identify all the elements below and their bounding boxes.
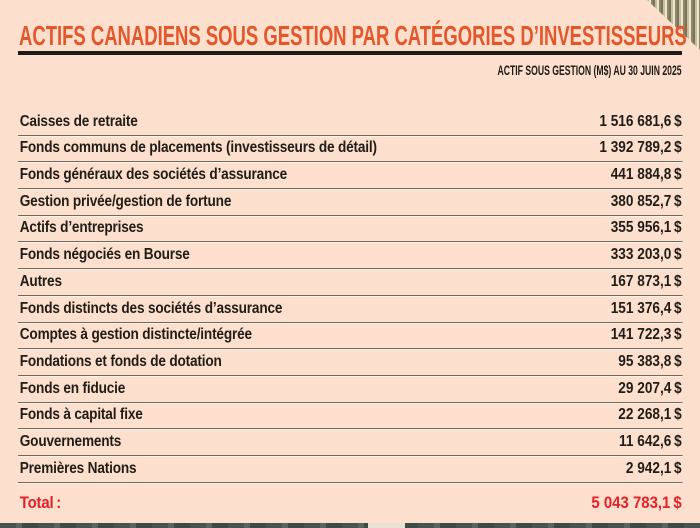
table-row: Actifs d’entreprises 355 956,1 $ [18,216,683,243]
scan-bottom-band-gap [368,523,405,528]
row-value: 11 642,6 $ [619,432,682,450]
row-value: 1 516 681,6 $ [599,112,682,130]
row-label: Gestion privée/gestion de fortune [19,192,232,210]
row-label: Fonds généraux des sociétés d’assurance [19,166,288,184]
table-row: Autres 167 873,1 $ [18,269,683,296]
table-row: Caisses de retraite 1 516 681,6 $ [18,109,683,136]
table-row: Fonds distincts des sociétés d’assurance… [18,296,683,323]
row-label: Fonds distincts des sociétés d’assurance [19,299,283,317]
row-label: Autres [19,272,62,290]
row-label: Actifs d’entreprises [19,219,144,237]
table-row: Fonds communs de placements (investisseu… [18,136,683,163]
table-row: Fonds en fiducie 29 207,4 $ [18,376,683,403]
row-value: 29 207,4 $ [618,379,682,397]
row-value: 441 884,8 $ [610,166,682,184]
table-row: Gouvernements 11 642,6 $ [18,429,683,456]
table-total-row: Total : 5 043 783,1 $ [18,483,683,519]
column-header-subtitle: ACTIF SOUS GESTION (M$) AU 30 JUIN 2025 [497,63,682,78]
row-label: Fonds à capital fixe [19,406,143,424]
row-value: 355 956,1 $ [610,219,682,237]
row-value: 141 722,3 $ [610,326,682,344]
row-label: Caisses de retraite [19,112,138,130]
row-label: Gouvernements [19,432,122,450]
total-value: 5 043 783,1 $ [591,492,682,512]
row-label: Fonds en fiducie [19,379,126,397]
row-value: 151 376,4 $ [610,299,682,317]
title-underline-rule [18,51,682,55]
table-row: Fonds généraux des sociétés d’assurance … [18,162,683,190]
table-row: Premières Nations 2 942,1 $ [18,456,683,483]
page-scan-left-edge [0,0,4,528]
table-row: Fondations et fonds de dotation 95 383,8… [18,349,683,376]
row-value: 2 942,1 $ [625,459,682,477]
row-value: 380 852,7 $ [610,192,682,210]
row-label: Fonds négociés en Bourse [19,246,190,264]
row-value: 95 383,8 $ [618,352,682,370]
row-label: Fondations et fonds de dotation [19,352,222,370]
row-label: Premières Nations [19,459,137,477]
row-value: 22 268,1 $ [618,406,682,424]
total-label: Total : [19,492,62,512]
scan-bottom-cutoff-band [0,523,700,528]
table-row: Comptes à gestion distincte/intégrée 141… [18,323,683,350]
table-row: Fonds à capital fixe 22 268,1 $ [18,403,683,430]
table-row: Gestion privée/gestion de fortune 380 85… [18,189,683,216]
row-value: 333 203,0 $ [610,246,682,264]
row-label: Fonds communs de placements (investisseu… [19,139,377,157]
row-value: 1 392 789,2 $ [599,139,682,157]
table-row: Fonds négociés en Bourse 333 203,0 $ [18,242,683,270]
aum-table: Caisses de retraite 1 516 681,6 $ Fonds … [18,109,683,519]
row-label: Comptes à gestion distincte/intégrée [19,326,252,344]
row-value: 167 873,1 $ [610,272,682,290]
page-title: ACTIFS CANADIENS SOUS GESTION PAR CATÉGO… [19,20,687,51]
